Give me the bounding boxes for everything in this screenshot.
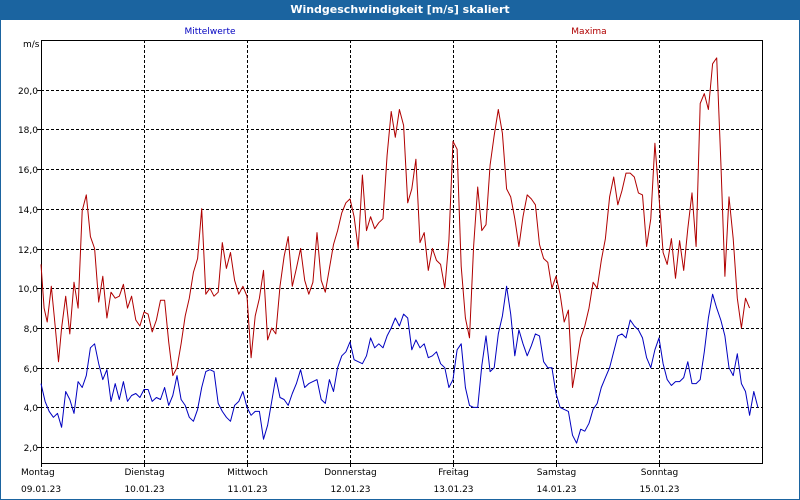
data-series <box>40 57 759 444</box>
chart-title: Windgeschwindigkeit [m/s] skaliert <box>0 0 800 20</box>
wind-speed-chart: 2,0 4,0 6,0 8,0 10,0 12,0 14,0 16,0 18,0 20,0 Mon… <box>18 27 763 495</box>
x-tick-date-label: 12.01.23 <box>330 485 370 495</box>
x-tick-date-label: 13.01.23 <box>433 485 473 495</box>
x-tick-date-label: 09.01.23 <box>21 485 61 495</box>
x-tick-date-label: 15.01.23 <box>639 485 679 495</box>
y-tick-label: 8,0 <box>24 325 39 335</box>
chart-frame: 2,0 4,0 6,0 8,0 10,0 12,0 14,0 16,0 18,0 20,0 Mon… <box>0 20 800 500</box>
x-tick-day-label: Sonntag <box>641 468 678 478</box>
y-tick-label: 18,0 <box>18 126 38 136</box>
x-tick-date-label: 10.01.23 <box>124 485 164 495</box>
y-tick-label: 6,0 <box>24 365 39 375</box>
y-tick-label: 4,0 <box>24 404 39 414</box>
y-tick-label: 10,0 <box>18 285 38 295</box>
x-tick-day-label: Mittwoch <box>227 468 268 478</box>
x-tick-day-label: Samstag <box>537 468 576 478</box>
series-line-mittelwerte <box>40 285 759 444</box>
y-tick-label: 20,0 <box>18 87 38 97</box>
y-tick-label: 16,0 <box>18 166 38 176</box>
x-tick-day-label: Freitag <box>438 468 469 478</box>
y-axis-ticks: 2,0 4,0 6,0 8,0 10,0 12,0 14,0 16,0 18,0 20,0 <box>18 87 41 454</box>
y-tick-label: 14,0 <box>18 206 38 216</box>
x-tick-day-label: Dienstag <box>124 468 164 478</box>
y-axis-label: m/s <box>23 40 40 50</box>
grid-lines <box>41 40 762 463</box>
x-tick-day-label: Donnerstag <box>324 468 377 478</box>
plot-area <box>41 40 763 464</box>
series-line-maxima <box>40 57 751 388</box>
x-tick-date-label: 14.01.23 <box>536 485 576 495</box>
x-axis-ticks: Montag 09.01.23 Dienstag 10.01.23 Mittwoch 11… <box>21 463 680 495</box>
legend-mean-label: Mittelwerte <box>184 27 235 37</box>
y-tick-label: 2,0 <box>24 444 39 454</box>
x-tick-day-label: Montag <box>21 468 55 478</box>
legend-max-label: Maxima <box>571 27 606 37</box>
y-tick-label: 12,0 <box>18 246 38 256</box>
x-tick-date-label: 11.01.23 <box>227 485 267 495</box>
